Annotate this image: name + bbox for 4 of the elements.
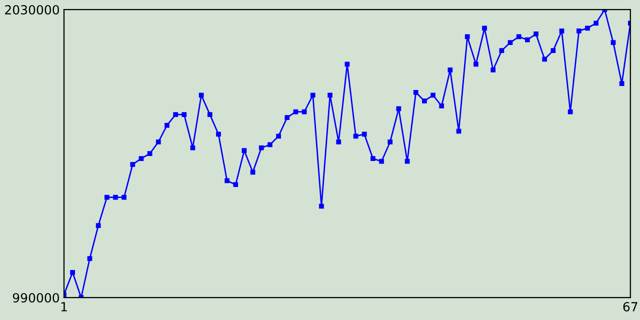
x-tick-label: 67 [623,302,638,312]
y-tick-label: 2030000 [5,5,59,15]
x-tick-label: 1 [61,302,67,312]
y-tick-label: 990000 [12,293,59,303]
